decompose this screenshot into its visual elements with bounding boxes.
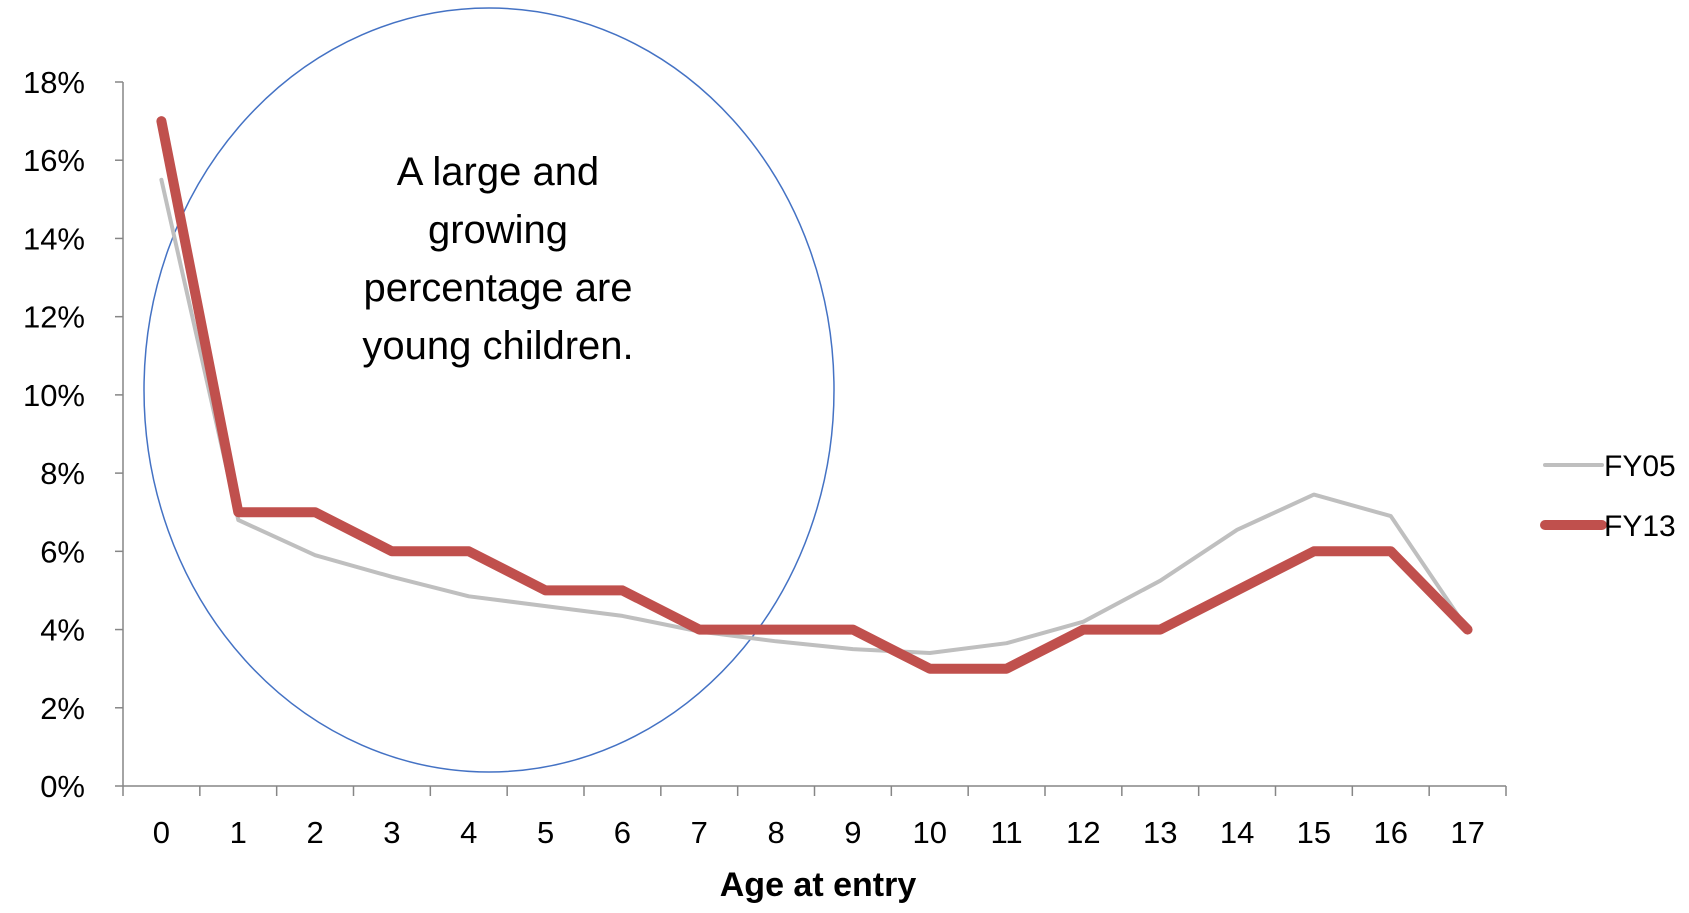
y-tick-label: 4% — [40, 613, 85, 648]
x-tick-label: 0 — [153, 815, 170, 850]
x-tick-label: 9 — [844, 815, 861, 850]
legend-label-fy05: FY05 — [1604, 450, 1676, 483]
x-tick-label: 5 — [537, 815, 554, 850]
legend-label-fy13: FY13 — [1604, 510, 1676, 543]
x-tick-label: 16 — [1374, 815, 1408, 850]
series-line-fy13 — [156, 116, 1473, 674]
y-tick-label: 16% — [23, 143, 85, 178]
y-tick-label: 2% — [40, 691, 85, 726]
y-tick-label: 0% — [40, 769, 85, 804]
x-tick-label: 15 — [1297, 815, 1331, 850]
x-tick-label: 14 — [1220, 815, 1254, 850]
annotation-text-line: growing — [428, 208, 568, 252]
x-tick-label: 6 — [614, 815, 631, 850]
x-tick-label: 12 — [1066, 815, 1100, 850]
y-tick-label: 8% — [40, 456, 85, 491]
x-tick-label: 13 — [1143, 815, 1177, 850]
x-axis-title: Age at entry — [720, 866, 917, 904]
axes-layer: 0%2%4%6%8%10%12%14%16%18%0 1 2 3 4 5 6 7 8 9 10 11 1… — [23, 65, 1507, 850]
x-tick-label: 8 — [767, 815, 784, 850]
annotation-ellipse — [143, 7, 835, 773]
annotation-text-line: A large and — [397, 150, 599, 194]
series-line-fy05 — [159, 177, 1470, 655]
annotation-layer: A large and growing percentage are young ch… — [143, 7, 835, 773]
y-tick-label: 12% — [23, 300, 85, 335]
series-layer — [156, 116, 1473, 674]
x-tick-label: 2 — [306, 815, 323, 850]
x-tick-label: 4 — [460, 815, 477, 850]
annotation-text-line: percentage are — [363, 266, 632, 310]
annotation-text-line: young children. — [362, 324, 633, 368]
x-tick-label: 11 — [990, 815, 1022, 850]
x-tick-label: 7 — [691, 815, 708, 850]
x-tick-label: 3 — [383, 815, 400, 850]
legend: FY05 FY13 — [1540, 450, 1676, 543]
x-tick-label: 17 — [1450, 815, 1484, 850]
y-tick-label: 10% — [23, 378, 85, 413]
y-tick-label: 6% — [40, 534, 85, 569]
y-tick-label: 18% — [23, 65, 85, 100]
x-tick-label: 1 — [230, 815, 247, 850]
y-tick-label: 14% — [23, 221, 85, 256]
x-tick-label: 10 — [913, 815, 947, 850]
